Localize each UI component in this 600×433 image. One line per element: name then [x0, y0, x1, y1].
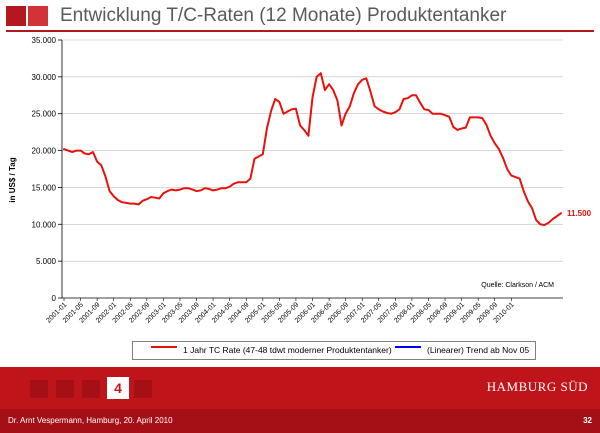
page-indicator-1[interactable] [30, 380, 48, 398]
y-tick-label: 15.000 [32, 183, 57, 192]
slide-header: Entwicklung T/C-Raten (12 Monate) Produk… [0, 0, 600, 36]
y-tick-label: 25.000 [32, 110, 57, 119]
y-tick-label: 35.000 [32, 36, 57, 45]
legend-swatch-tc-rate [151, 346, 177, 348]
footer-band: 4 HAMBURG SÜD [0, 367, 600, 409]
y-axis-label: in US$ / Tag [8, 157, 17, 202]
footer-bar: Dr. Arnt Vespermann, Hamburg, 20. April … [0, 409, 600, 433]
page-indicator-2[interactable] [56, 380, 74, 398]
legend-swatch-trend [395, 346, 421, 348]
y-tick-labels: 0 5.000 10.000 15.000 20.000 25.000 30.000 35.0… [32, 36, 57, 303]
header-divider [6, 30, 594, 32]
y-tick-label: 10.000 [32, 220, 57, 229]
page-indicator-5[interactable] [134, 380, 152, 398]
legend-label-trend: (Linearer) Trend ab Nov 05 [427, 345, 530, 355]
x-tick-labels: 2001-012001-052001-092002-012002-052002-… [45, 301, 515, 324]
logo-square-light [28, 6, 48, 26]
line-chart: 0 5.000 10.000 15.000 20.000 25.000 30.000 35.0… [8, 36, 592, 325]
presenter-info: Dr. Arnt Vespermann, Hamburg, 20. April … [8, 416, 173, 425]
end-value-label: 11.500 [567, 209, 592, 218]
slide-title: Entwicklung T/C-Raten (12 Monate) Produk… [60, 5, 507, 26]
source-note: Quelle: Clarkson / ACM [481, 282, 554, 289]
chart-legend: 1 Jahr TC Rate (47-48 tdwt moderner Prod… [132, 341, 536, 360]
page-indicator-3[interactable] [82, 380, 100, 398]
axes [58, 39, 563, 301]
slide-number: 32 [583, 416, 592, 425]
y-tick-label: 20.000 [32, 147, 57, 156]
legend-label-tc-rate: 1 Jahr TC Rate (47-48 tdwt moderner Prod… [183, 345, 392, 355]
series-group [63, 72, 562, 226]
y-tick-label: 0 [52, 294, 57, 303]
brand-logo: HAMBURG SÜD [486, 379, 588, 394]
page-indicator-current[interactable]: 4 [107, 377, 129, 399]
logo-square-dark [6, 6, 26, 26]
y-tick-label: 5.000 [36, 257, 57, 266]
series-line-0 [63, 72, 562, 226]
gridlines [62, 39, 563, 262]
y-tick-label: 30.000 [32, 73, 57, 82]
